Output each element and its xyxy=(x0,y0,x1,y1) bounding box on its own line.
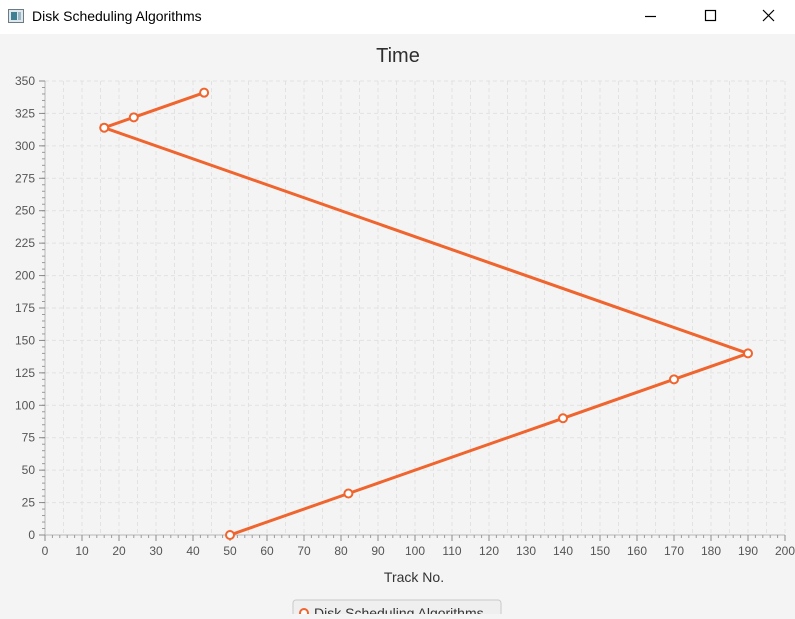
chart-title: Time xyxy=(376,45,420,67)
y-tick-label: 275 xyxy=(15,171,35,185)
y-tick-label: 350 xyxy=(15,74,35,88)
x-tick-label: 30 xyxy=(149,544,163,558)
y-tick-label: 25 xyxy=(22,496,36,510)
y-tick-label: 0 xyxy=(28,528,35,542)
data-point xyxy=(225,530,235,540)
data-point xyxy=(199,87,210,98)
x-tick-label: 20 xyxy=(112,544,126,558)
y-tick-label: 250 xyxy=(15,204,35,218)
y-tick-label: 125 xyxy=(15,366,35,380)
x-tick-label: 90 xyxy=(371,544,385,558)
x-tick-label: 160 xyxy=(627,544,647,558)
x-tick-label: 120 xyxy=(479,544,499,558)
y-tick-label: 175 xyxy=(15,301,35,315)
x-tick-label: 200 xyxy=(775,544,795,558)
x-tick-label: 70 xyxy=(297,544,311,558)
chart-grid xyxy=(45,80,786,535)
data-point xyxy=(743,348,753,359)
chart-series xyxy=(99,87,753,540)
close-button[interactable] xyxy=(745,0,791,34)
x-tick-label: 150 xyxy=(590,544,610,558)
window-title: Disk Scheduling Algorithms xyxy=(32,8,202,24)
x-tick-label: 0 xyxy=(42,544,49,558)
y-tick-label: 225 xyxy=(15,236,35,250)
title-bar: Disk Scheduling Algorithms xyxy=(0,0,795,34)
x-tick-label: 180 xyxy=(701,544,721,558)
y-tick-label: 300 xyxy=(15,139,35,153)
data-point xyxy=(558,413,568,424)
legend-label: Disk Scheduling Algorithms xyxy=(314,605,484,614)
x-tick-label: 100 xyxy=(405,544,425,558)
x-tick-label: 170 xyxy=(664,544,684,558)
y-tick-label: 150 xyxy=(15,333,35,347)
chart-area: Time 0 10 20 30 40 50 60 70 80 90 100 110 120 130 140 1… xyxy=(0,34,795,619)
chart-legend: Disk Scheduling Algorithms xyxy=(292,599,502,619)
y-tick-label: 325 xyxy=(15,106,35,120)
x-tick-label: 80 xyxy=(334,544,348,558)
y-tick-label: 75 xyxy=(22,431,36,445)
x-tick-label: 140 xyxy=(553,544,573,558)
close-icon xyxy=(762,9,775,22)
legend-marker-icon xyxy=(299,608,309,618)
maximize-button[interactable] xyxy=(687,0,733,34)
data-point xyxy=(128,112,139,123)
y-tick-label: 100 xyxy=(15,398,35,412)
chart-axes: 0 10 20 30 40 50 60 70 80 90 100 110 120 130 140 150 160… xyxy=(15,74,795,558)
series-line xyxy=(102,91,750,537)
line-chart: Time 0 10 20 30 40 50 60 70 80 90 100 110 120 130 140 1… xyxy=(15,45,795,619)
x-axis-label: Track No. xyxy=(384,569,444,585)
x-tick-label: 110 xyxy=(442,544,461,558)
x-tick-label: 130 xyxy=(516,544,536,558)
x-tick-label: 60 xyxy=(260,544,274,558)
data-point xyxy=(99,122,110,133)
y-tick-label: 200 xyxy=(15,269,35,283)
x-tick-label: 50 xyxy=(223,544,237,558)
data-point xyxy=(669,374,679,385)
x-tick-label: 10 xyxy=(75,544,89,558)
y-tick-label: 50 xyxy=(22,463,36,477)
app-icon xyxy=(8,9,24,23)
data-point xyxy=(343,488,354,499)
x-tick-label: 40 xyxy=(186,544,200,558)
maximize-icon xyxy=(704,9,717,22)
minimize-button[interactable] xyxy=(631,0,677,34)
minimize-icon xyxy=(645,15,656,18)
x-tick-label: 190 xyxy=(738,544,758,558)
